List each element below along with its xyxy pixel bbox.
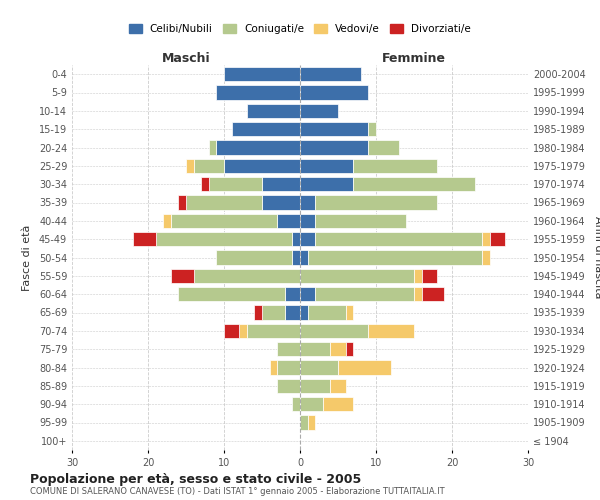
Bar xyxy=(277,214,300,228)
Bar xyxy=(262,306,285,320)
Bar xyxy=(353,158,437,173)
Bar xyxy=(368,140,399,154)
Bar xyxy=(209,140,217,154)
Bar xyxy=(414,287,422,302)
Bar xyxy=(368,122,376,136)
Bar xyxy=(262,177,300,192)
Bar xyxy=(300,232,315,246)
Bar xyxy=(308,306,346,320)
Bar xyxy=(300,268,414,283)
Bar xyxy=(292,397,300,411)
Bar xyxy=(155,232,292,246)
Bar xyxy=(232,122,300,136)
Bar xyxy=(331,342,346,356)
Bar xyxy=(201,177,209,192)
Bar xyxy=(300,250,308,264)
Bar xyxy=(368,324,414,338)
Bar xyxy=(300,416,308,430)
Bar xyxy=(292,250,300,264)
Y-axis label: Fasce di età: Fasce di età xyxy=(22,224,32,290)
Bar xyxy=(331,378,346,393)
Bar xyxy=(346,306,353,320)
Bar xyxy=(422,287,445,302)
Bar xyxy=(269,360,277,374)
Bar xyxy=(277,342,300,356)
Bar xyxy=(254,306,262,320)
Bar xyxy=(133,232,155,246)
Bar xyxy=(300,122,368,136)
Bar xyxy=(194,158,224,173)
Bar xyxy=(217,86,300,100)
Bar xyxy=(300,158,353,173)
Bar xyxy=(277,378,300,393)
Bar xyxy=(300,104,338,118)
Bar xyxy=(247,104,300,118)
Bar xyxy=(194,268,300,283)
Bar xyxy=(490,232,505,246)
Bar xyxy=(300,140,368,154)
Bar xyxy=(163,214,171,228)
Bar xyxy=(300,287,315,302)
Bar xyxy=(300,342,331,356)
Bar xyxy=(482,250,490,264)
Y-axis label: Anni di nascita: Anni di nascita xyxy=(593,216,600,298)
Bar xyxy=(308,250,482,264)
Bar xyxy=(285,306,300,320)
Bar xyxy=(217,140,300,154)
Bar xyxy=(300,360,338,374)
Text: COMUNE DI SALERANO CANAVESE (TO) - Dati ISTAT 1° gennaio 2005 - Elaborazione TUT: COMUNE DI SALERANO CANAVESE (TO) - Dati … xyxy=(30,488,445,496)
Bar xyxy=(285,287,300,302)
Bar xyxy=(224,324,239,338)
Bar xyxy=(300,214,315,228)
Bar xyxy=(186,196,262,209)
Bar xyxy=(262,196,300,209)
Bar xyxy=(353,177,475,192)
Bar xyxy=(300,177,353,192)
Bar xyxy=(308,416,315,430)
Bar xyxy=(277,360,300,374)
Bar xyxy=(315,287,414,302)
Bar xyxy=(300,378,331,393)
Bar xyxy=(178,196,186,209)
Bar xyxy=(247,324,300,338)
Bar xyxy=(300,324,368,338)
Bar xyxy=(338,360,391,374)
Bar xyxy=(186,158,194,173)
Text: Femmine: Femmine xyxy=(382,52,446,65)
Bar xyxy=(300,86,368,100)
Bar xyxy=(239,324,247,338)
Bar xyxy=(300,196,315,209)
Bar xyxy=(422,268,437,283)
Bar xyxy=(178,287,285,302)
Text: Popolazione per età, sesso e stato civile - 2005: Popolazione per età, sesso e stato civil… xyxy=(30,472,361,486)
Bar xyxy=(300,306,308,320)
Text: Maschi: Maschi xyxy=(161,52,211,65)
Bar xyxy=(482,232,490,246)
Bar xyxy=(414,268,422,283)
Bar xyxy=(346,342,353,356)
Legend: Celibi/Nubili, Coniugati/e, Vedovi/e, Divorziati/e: Celibi/Nubili, Coniugati/e, Vedovi/e, Di… xyxy=(129,24,471,34)
Bar xyxy=(224,67,300,82)
Bar xyxy=(171,214,277,228)
Bar xyxy=(292,232,300,246)
Bar xyxy=(323,397,353,411)
Bar xyxy=(300,67,361,82)
Bar xyxy=(209,177,262,192)
Bar xyxy=(315,232,482,246)
Bar xyxy=(171,268,194,283)
Bar xyxy=(315,214,406,228)
Bar xyxy=(217,250,292,264)
Bar xyxy=(300,397,323,411)
Bar xyxy=(224,158,300,173)
Bar xyxy=(315,196,437,209)
